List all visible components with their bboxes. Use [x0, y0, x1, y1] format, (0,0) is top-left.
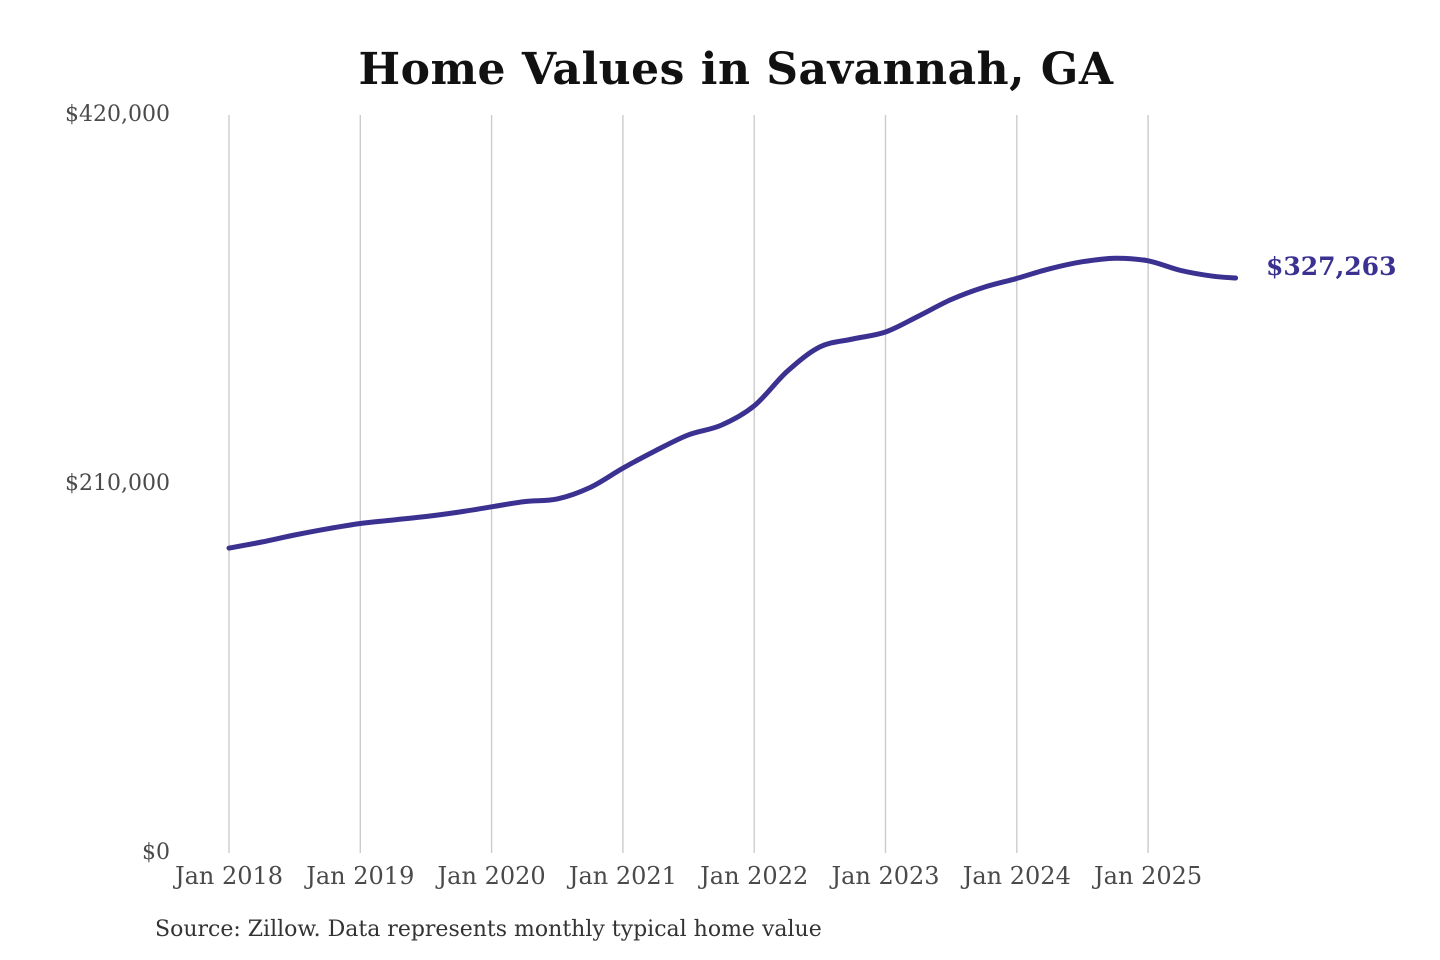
chart-title: Home Values in Savannah, GA — [358, 44, 1114, 95]
x-axis-tick-2025-01: Jan 2025 — [1094, 862, 1203, 890]
y-axis-tick-210000: $210,000 — [65, 471, 170, 496]
source-note: Source: Zillow. Data represents monthly … — [155, 917, 822, 942]
latest-value-label: $327,263 — [1266, 252, 1397, 281]
x-axis-tick-2018-01: Jan 2018 — [174, 862, 284, 890]
x-axis-tick-2021-01: Jan 2021 — [568, 862, 677, 890]
y-axis-tick-0: $0 — [142, 840, 170, 865]
x-axis-tick-2022-01: Jan 2022 — [700, 862, 809, 890]
y-axis-tick-420000: $420,000 — [65, 102, 170, 127]
x-axis-tick-2023-01: Jan 2023 — [831, 862, 940, 890]
x-axis-tick-2019-01: Jan 2019 — [306, 862, 415, 890]
x-axis-tick-2020-01: Jan 2020 — [437, 862, 546, 890]
x-axis-tick-2024-01: Jan 2024 — [962, 862, 1071, 890]
home-value-line — [226, 255, 1239, 551]
